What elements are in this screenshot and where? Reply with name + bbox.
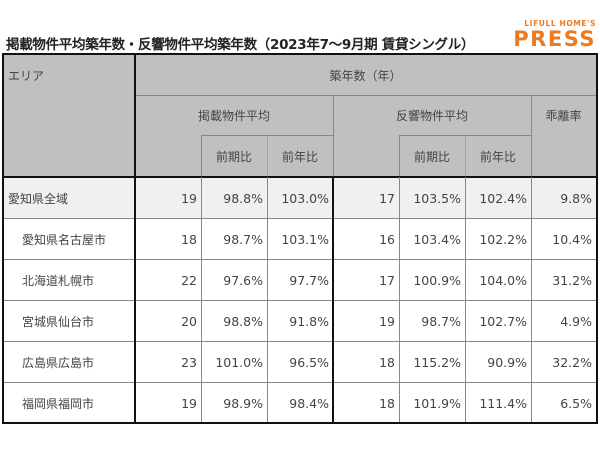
cell-resp-qoq: 101.9% (413, 395, 461, 411)
cell-listed-qoq: 98.8% (201, 178, 267, 218)
cell-resp-qoq: 103.4% (413, 231, 461, 247)
data-table: エリア 築年数（年） 掲載物件平均 前期比 前年比 反響物件平均 前期比 前年比… (2, 53, 598, 424)
header-response-blank (333, 135, 399, 177)
header-divergence: 乖離率 (531, 95, 596, 177)
cell-listed-yoy: 96.5% (289, 354, 329, 370)
row-area-label: 広島県広島市 (22, 355, 95, 370)
cell-div: 9.8% (531, 178, 596, 218)
cell-resp-yoy: 90.9% (487, 354, 527, 370)
cell-listed-qoq: 101.0% (215, 354, 263, 370)
header-listed-blank (135, 135, 201, 177)
row-divider (4, 218, 596, 219)
cell-resp: 16 (379, 231, 395, 247)
cell-div: 10.4% (552, 231, 592, 247)
cell-resp: 18 (379, 395, 395, 411)
row-area-label: 北海道札幌市 (22, 273, 95, 288)
cell-resp-qoq: 98.7% (421, 313, 461, 329)
cell-resp: 17 (379, 272, 395, 288)
cell-listed-qoq: 98.8% (223, 313, 263, 329)
header-listed-qoq: 前期比 (201, 135, 267, 177)
cell-listed: 20 (181, 313, 197, 329)
row-divider (4, 341, 596, 342)
row-divider (4, 259, 596, 260)
cell-div: 6.5% (560, 395, 592, 411)
row-divider (4, 382, 596, 383)
row-area-label: 宮城県仙台市 (22, 314, 95, 329)
cell-listed-yoy: 91.8% (289, 313, 329, 329)
header-listed: 掲載物件平均 (135, 95, 333, 135)
cell-listed: 19 (135, 178, 201, 218)
header-response-yoy: 前年比 (465, 135, 531, 177)
cell-div: 4.9% (560, 313, 592, 329)
cell-listed: 19 (181, 395, 197, 411)
row-area-label: 愛知県全域 (4, 178, 134, 218)
cell-listed-yoy: 103.1% (281, 231, 329, 247)
logo-top-text: LIFULL HOME'S (524, 19, 596, 28)
cell-resp: 17 (333, 178, 399, 218)
cell-listed: 23 (181, 354, 197, 370)
cell-listed-yoy: 97.7% (289, 272, 329, 288)
cell-div: 31.2% (552, 272, 592, 288)
cell-resp-qoq: 115.2% (413, 354, 461, 370)
cell-resp: 19 (379, 313, 395, 329)
chart-title: 掲載物件平均築年数・反響物件平均築年数（2023年7〜9月期 賃貸シングル） (6, 37, 475, 53)
header-response-qoq: 前期比 (399, 135, 465, 177)
cell-div: 32.2% (552, 354, 592, 370)
cell-listed: 22 (181, 272, 197, 288)
cell-listed-yoy: 103.0% (267, 178, 333, 218)
header-area: エリア (4, 55, 135, 177)
cell-listed-qoq: 97.6% (223, 272, 263, 288)
cell-listed: 18 (181, 231, 197, 247)
cell-resp-qoq: 100.9% (413, 272, 461, 288)
cell-resp-yoy: 102.7% (479, 313, 527, 329)
cell-listed-yoy: 98.4% (289, 395, 329, 411)
header-response: 反響物件平均 (333, 95, 531, 135)
header-group: 築年数（年） (135, 55, 596, 95)
logo-bottom-text: PRESS (513, 26, 596, 51)
cell-resp-yoy: 104.0% (479, 272, 527, 288)
cell-resp-qoq: 103.5% (399, 178, 465, 218)
cell-listed-qoq: 98.9% (223, 395, 263, 411)
row-area-label: 福岡県福岡市 (22, 396, 95, 411)
cell-resp-yoy: 102.2% (479, 231, 527, 247)
cell-resp-yoy: 102.4% (465, 178, 531, 218)
lifull-press-logo: LIFULL HOME'S PRESS (513, 20, 596, 50)
cell-listed-qoq: 98.7% (223, 231, 263, 247)
cell-resp-yoy: 111.4% (479, 395, 527, 411)
row-area-label: 愛知県名古屋市 (22, 232, 107, 247)
row-divider (4, 300, 596, 301)
cell-resp: 18 (379, 354, 395, 370)
header-listed-yoy: 前年比 (267, 135, 333, 177)
